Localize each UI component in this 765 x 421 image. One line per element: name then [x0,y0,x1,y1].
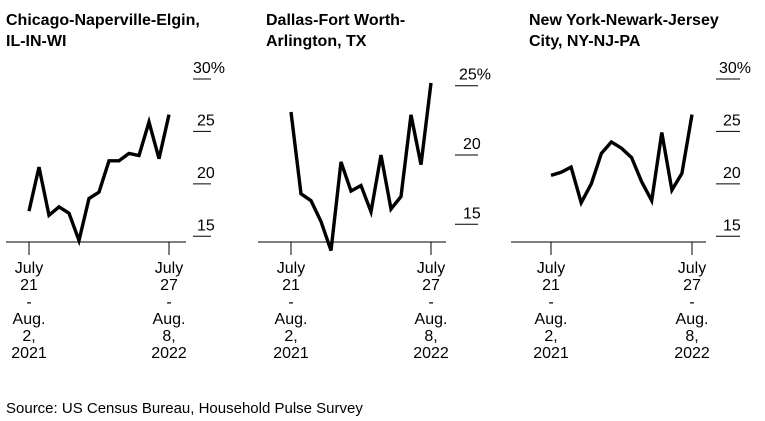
chart-title-line: Chicago-Naperville-Elgin, [6,12,200,29]
y-tick-label: 20 [463,136,481,153]
x-tick-label-line: 2021 [533,345,569,362]
chart-title-line: IL-IN-WI [6,33,66,50]
x-tick-label-line: 2021 [273,345,309,362]
y-tick-label: 25 [723,112,741,129]
y-tick-label: 15 [197,217,215,234]
y-tick-label: 30% [719,60,751,77]
series-line [289,82,433,252]
y-tick-label: 15 [463,205,481,222]
x-tick-label-line: Aug. [535,311,568,328]
x-tick-label-line: 21 [542,277,560,294]
x-tick-label-line: - [428,294,433,311]
x-tick-label-line: July [678,260,706,277]
x-tick-label-line: 27 [422,277,440,294]
x-tick-label-line: 2, [22,328,35,345]
chart-panel-2: Dallas-Fort Worth- Arlington, TX 25% 20 15 Ju… [258,12,491,362]
chart-title-line: City, NY-NJ-PA [529,33,641,50]
x-tick-label-line: July [15,260,43,277]
x-tick-label-line: 2, [284,328,297,345]
x-tick-label-line: Aug. [153,311,186,328]
x-tick-label-line: - [26,294,31,311]
x-tick-label-line: 8, [424,328,437,345]
x-tick-label-line: 2022 [151,345,187,362]
y-tick-label: 30% [193,60,225,77]
y-tick-label: 25% [459,67,491,84]
series-line [550,114,694,208]
x-tick-label-line: - [548,294,553,311]
chart-title-line: Dallas-Fort Worth- [266,12,405,29]
y-tick-label: 15 [723,217,741,234]
series-line [27,114,171,247]
x-tick-label-line: July [417,260,445,277]
x-tick-label-line: Aug. [275,311,308,328]
source-note: Source: US Census Bureau, Household Puls… [6,400,363,417]
x-tick-label-line: 2, [544,328,557,345]
x-tick-label-line: July [537,260,565,277]
x-tick-label-line: 21 [20,277,38,294]
x-tick-label-line: 8, [162,328,175,345]
x-tick-label-line: 2022 [413,345,449,362]
x-tick-label-line: Aug. [13,311,46,328]
x-tick-label-line: 2021 [11,345,47,362]
chart-title-line: Arlington, TX [266,33,367,50]
y-tick-label: 20 [723,165,741,182]
x-tick-label-line: - [288,294,293,311]
x-tick-label-line: 21 [282,277,300,294]
x-tick-label-line: July [155,260,183,277]
chart-title-line: New York-Newark-Jersey [529,12,719,29]
y-tick-label: 25 [197,112,215,129]
x-tick-label-line: 27 [160,277,178,294]
x-tick-label-line: July [277,260,305,277]
x-tick-label-line: Aug. [415,311,448,328]
x-tick-label-line: - [166,294,171,311]
x-tick-label-line: 8, [685,328,698,345]
x-tick-label-line: - [689,294,694,311]
chart-panel-3: New York-Newark-Jersey City, NY-NJ-PA 30% 2… [511,12,751,362]
y-tick-label: 20 [197,165,215,182]
x-tick-label-line: 2022 [674,345,710,362]
chart-panel-1: Chicago-Naperville-Elgin, IL-IN-WI 30% 25 20… [6,12,225,362]
x-tick-label-line: Aug. [676,311,709,328]
x-tick-label-line: 27 [683,277,701,294]
